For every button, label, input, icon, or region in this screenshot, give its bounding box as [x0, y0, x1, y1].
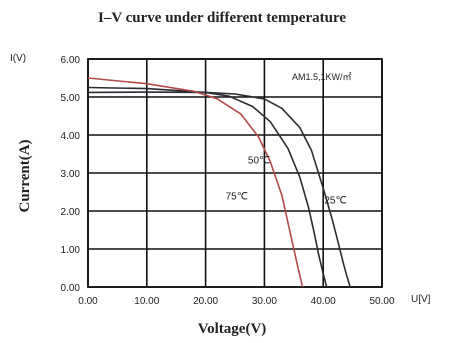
- x-tick-label: 40.00: [311, 296, 336, 307]
- y-tick-label: 1.00: [61, 245, 81, 256]
- series-labels-layer: 25℃ 50℃ 75℃: [226, 156, 347, 207]
- x-unit-label: U[V]: [411, 294, 431, 305]
- condition-annotation: AM1.5,1KW/㎡: [292, 72, 352, 82]
- chart-title: I–V curve under different temperature: [98, 10, 346, 26]
- y-tick-label: 0.00: [61, 283, 81, 294]
- x-tick-label: 50.00: [369, 296, 394, 307]
- plot-frame: [87, 58, 383, 288]
- y-tick-label: 4.00: [61, 131, 81, 142]
- series-line-0: [87, 91, 351, 288]
- x-tick-label: 30.00: [252, 296, 277, 307]
- y-tick-label: 2.00: [61, 207, 81, 218]
- ticks-layer: 0.00 1.00 2.00 3.00 4.00 5.00 6.00 0.00 10.00 20.…: [61, 55, 395, 307]
- series-label-0: 25℃: [324, 195, 346, 206]
- x-tick-label: 10.00: [134, 296, 159, 307]
- y-axis-title: Current(A): [17, 139, 33, 212]
- series-layer: [87, 77, 351, 288]
- series-line-1: [87, 86, 328, 288]
- x-axis-title: Voltage(V): [198, 321, 267, 337]
- series-line-2: [87, 77, 304, 288]
- x-tick-label: 20.00: [193, 296, 218, 307]
- series-label-1: 50℃: [248, 156, 270, 167]
- series-label-2: 75℃: [226, 192, 248, 203]
- x-tick-label: 0.00: [78, 296, 98, 307]
- y-tick-label: 6.00: [61, 55, 81, 66]
- y-tick-label: 3.00: [61, 169, 81, 180]
- y-unit-label: I(V): [10, 53, 26, 64]
- y-tick-label: 5.00: [61, 93, 81, 104]
